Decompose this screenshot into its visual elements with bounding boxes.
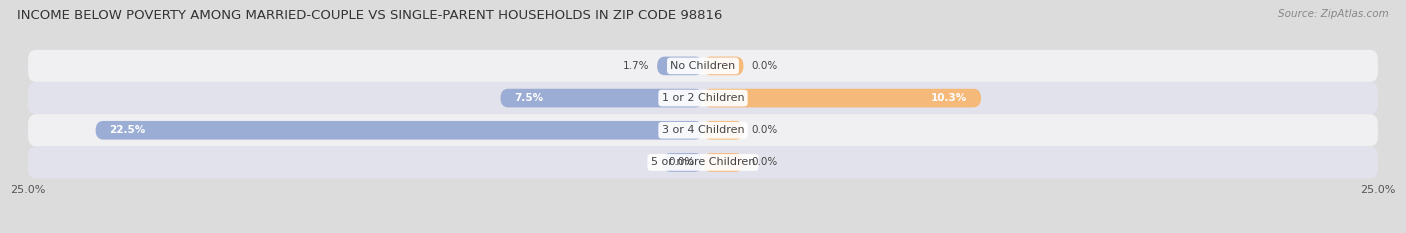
Text: No Children: No Children bbox=[671, 61, 735, 71]
Text: 1.7%: 1.7% bbox=[623, 61, 650, 71]
FancyBboxPatch shape bbox=[662, 153, 703, 172]
Text: 1 or 2 Children: 1 or 2 Children bbox=[662, 93, 744, 103]
FancyBboxPatch shape bbox=[28, 114, 1378, 146]
FancyBboxPatch shape bbox=[703, 57, 744, 75]
Text: 5 or more Children: 5 or more Children bbox=[651, 158, 755, 168]
Text: 0.0%: 0.0% bbox=[752, 158, 778, 168]
FancyBboxPatch shape bbox=[703, 153, 744, 172]
FancyBboxPatch shape bbox=[96, 121, 703, 140]
FancyBboxPatch shape bbox=[703, 89, 981, 107]
Text: 10.3%: 10.3% bbox=[931, 93, 967, 103]
Text: Source: ZipAtlas.com: Source: ZipAtlas.com bbox=[1278, 9, 1389, 19]
Text: 22.5%: 22.5% bbox=[110, 125, 145, 135]
FancyBboxPatch shape bbox=[28, 82, 1378, 114]
FancyBboxPatch shape bbox=[501, 89, 703, 107]
Text: 0.0%: 0.0% bbox=[669, 158, 695, 168]
FancyBboxPatch shape bbox=[28, 146, 1378, 178]
FancyBboxPatch shape bbox=[703, 121, 744, 140]
FancyBboxPatch shape bbox=[28, 50, 1378, 82]
Text: 0.0%: 0.0% bbox=[752, 125, 778, 135]
FancyBboxPatch shape bbox=[657, 57, 703, 75]
Text: 3 or 4 Children: 3 or 4 Children bbox=[662, 125, 744, 135]
Text: 0.0%: 0.0% bbox=[752, 61, 778, 71]
Text: 7.5%: 7.5% bbox=[515, 93, 543, 103]
Text: INCOME BELOW POVERTY AMONG MARRIED-COUPLE VS SINGLE-PARENT HOUSEHOLDS IN ZIP COD: INCOME BELOW POVERTY AMONG MARRIED-COUPL… bbox=[17, 9, 723, 22]
